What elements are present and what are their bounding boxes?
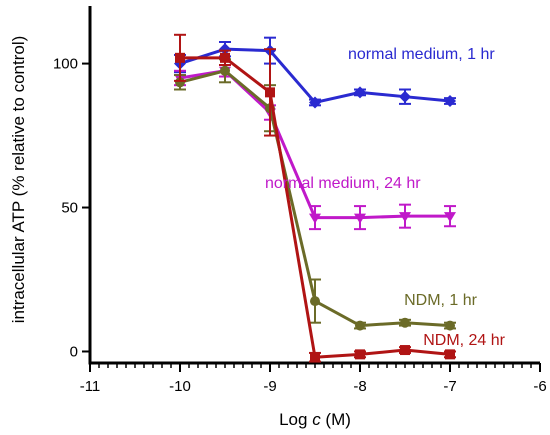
data-point — [355, 320, 365, 331]
data-point — [400, 345, 410, 356]
x-tick-label: -8 — [353, 378, 366, 395]
data-point — [354, 213, 366, 224]
data-point — [220, 52, 230, 63]
data-point — [309, 213, 321, 224]
data-point — [355, 349, 365, 360]
y-ticks: 0 50 100 — [53, 56, 90, 360]
x-tick-label: -9 — [263, 378, 276, 395]
y-tick-label: 0 — [70, 343, 78, 360]
series-label: normal medium, 1 hr — [348, 46, 495, 63]
data-point — [219, 43, 231, 56]
data-point — [310, 296, 320, 307]
data-point — [354, 86, 366, 99]
data-point — [445, 349, 455, 360]
data-point — [175, 52, 185, 63]
data-point — [265, 87, 275, 98]
y-tick-label: 100 — [53, 56, 78, 73]
data-point — [399, 212, 411, 223]
y-axis-title: intracellular ATP (% relative to control… — [9, 36, 28, 324]
data-point — [400, 317, 410, 328]
data-point — [175, 77, 185, 88]
series-group — [174, 33, 456, 363]
series-label: normal medium, 24 hr — [265, 175, 421, 192]
series-layer — [174, 33, 456, 363]
data-point — [444, 212, 456, 223]
x-tick-label: -10 — [169, 378, 191, 395]
x-tick-label: -7 — [443, 378, 456, 395]
series-labels: normal medium, 1 hr normal medium, 24 hr N… — [265, 46, 506, 349]
data-point — [445, 320, 455, 331]
data-point — [310, 352, 320, 363]
series-label: NDM, 1 hr — [404, 292, 478, 309]
x-tick-label: -6 — [533, 378, 546, 395]
x-ticks: -11 -10 -9 -8 -7 -6 — [80, 363, 547, 395]
series-label: NDM, 24 hr — [423, 332, 505, 349]
x-tick-label: -11 — [80, 378, 101, 395]
series-group — [174, 64, 456, 231]
y-tick-label: 50 — [61, 200, 78, 217]
series-line — [179, 69, 450, 220]
x-axis-title: Log c (M) — [279, 410, 351, 429]
data-point — [309, 96, 321, 109]
data-point — [399, 90, 411, 103]
data-point — [444, 95, 456, 108]
data-point — [220, 65, 230, 76]
